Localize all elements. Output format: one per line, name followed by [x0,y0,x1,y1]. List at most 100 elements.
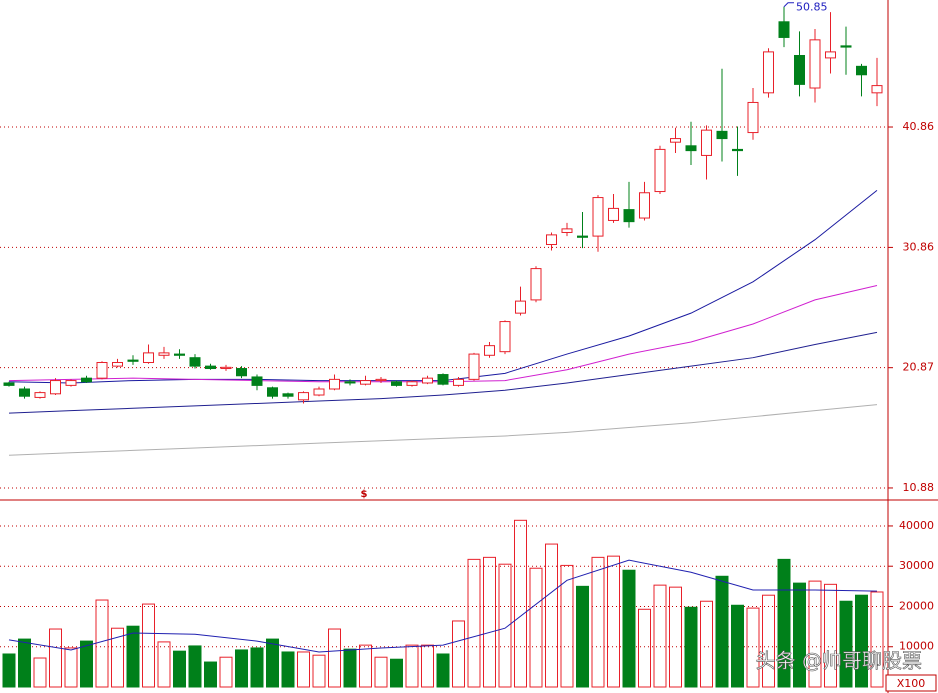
volume-bar [312,654,326,688]
candle-body [763,51,774,94]
unit-box [885,674,937,692]
candle-body [577,235,588,238]
candle-body [205,365,216,370]
candle-body [422,377,433,384]
candle-body [344,381,356,384]
candle-body [840,45,852,48]
volume-bar [746,607,760,688]
candle-body [96,362,108,379]
candle-body [825,51,836,59]
moving-average-line [8,404,878,456]
candle-body [158,352,170,356]
volume-bar [436,653,450,688]
volume-bar [64,647,78,688]
volume-bar [390,658,403,688]
candle-body [871,85,883,94]
candle-body [65,380,77,386]
candle-body [608,207,619,221]
volume-bar [560,564,574,688]
volume-bar [824,583,837,688]
volume-bar [529,567,543,688]
candle-body [174,353,185,356]
candle-body [112,362,123,367]
volume-bar [452,620,465,688]
candle-body [50,380,61,395]
candle-body [143,352,154,364]
y-tick-label: 20.87 [903,361,935,374]
candle-body [3,382,15,386]
candle-body [329,378,340,390]
volume-bar [49,628,62,688]
volume-bar [684,606,698,688]
candle-body [189,357,201,367]
volume-bar [514,519,527,688]
candle-body [701,129,712,156]
y-tick-label: 30.86 [903,240,935,253]
volume-bar [545,543,558,688]
volume-bar [266,638,279,688]
candle-body [298,392,309,401]
candle-body [623,209,635,223]
candle-body [515,300,526,314]
volume-bar [467,558,481,688]
candle-body [856,65,867,76]
candle-body [468,353,480,380]
volume-bar [762,594,775,688]
volume-bar [297,651,310,688]
volume-bar [95,599,109,688]
candle-body [809,39,821,89]
volume-bar [2,653,16,688]
candle-body [391,381,402,386]
volume-bar [653,584,667,688]
candle-body [127,359,139,362]
candle-body [561,228,573,233]
volume-bar [622,569,636,688]
candle-body [778,21,790,38]
volume-bar [281,651,295,688]
volume-bar [126,625,140,688]
volume-bar [328,628,341,688]
volume-bar [142,603,155,688]
candle-body [267,387,278,397]
volume-bar [669,586,682,688]
candle-body [453,378,464,386]
volume-bar [18,638,31,688]
volume-bar [359,644,372,688]
candle-body [437,374,449,385]
volume-bar [638,608,651,688]
volume-bar [700,600,713,688]
volume-bar [219,656,233,688]
volume-bar [235,649,248,688]
volume-bar [483,556,496,688]
volume-bar [33,657,47,688]
candle-body [406,381,418,386]
candle-body [499,321,511,353]
volume-bar [855,594,868,688]
volume-bar [405,644,419,688]
volume-bar [715,575,729,688]
volume-bar [343,648,357,688]
volume-bar [839,600,853,688]
candle-body [220,366,232,370]
moving-average-line [8,189,878,384]
volume-bar [607,555,620,688]
candle-body [360,380,371,385]
candle-body [530,268,542,301]
candle-body [375,378,387,382]
volume-bar [870,591,884,688]
annotation: 50.85 [796,1,828,14]
volume-bar [111,627,124,688]
candle-body [236,368,247,377]
volume-bar [157,641,171,688]
candle-body [313,388,325,396]
candle-body [732,148,743,152]
y-tick-label: 10.88 [903,481,935,494]
candle-body [484,345,495,356]
volume-bar [188,645,202,688]
volume-bar [498,563,512,688]
candle-body [654,148,666,193]
moving-average-line [8,284,878,383]
y-tick-label: 30000 [899,559,934,572]
volume-bar [204,661,217,688]
